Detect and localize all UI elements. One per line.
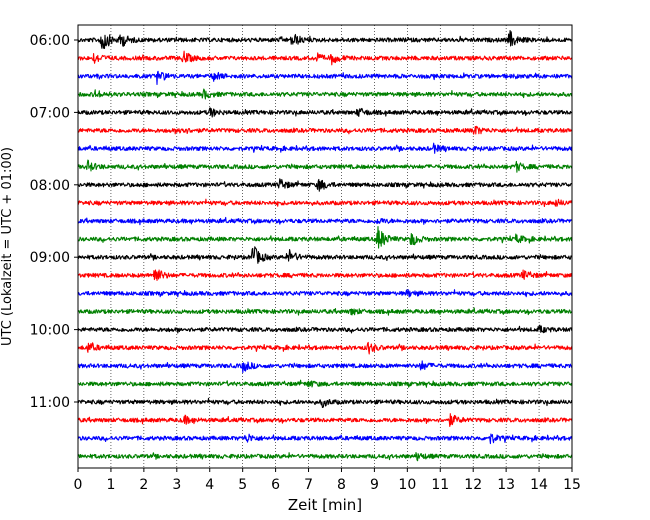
x-tick-label: 13 (497, 477, 515, 493)
x-tick-label: 10 (398, 477, 416, 493)
seismogram-trace (77, 226, 573, 249)
x-tick-label: 5 (238, 477, 247, 493)
seismogram-trace (77, 198, 573, 208)
seismogram-trace (77, 397, 573, 408)
seismogram-trace (77, 413, 573, 427)
y-tick-label: 07:00 (30, 105, 70, 121)
seismogram-trace (77, 246, 573, 264)
seismogram-trace (77, 289, 573, 298)
y-tick-label: 08:00 (30, 178, 70, 194)
seismogram-trace (77, 107, 573, 118)
seismogram-trace (77, 379, 573, 388)
seismogram-trace (77, 159, 573, 173)
seismogram-trace (77, 451, 573, 462)
seismogram-trace (77, 50, 573, 66)
trace-layer (77, 30, 573, 462)
plot-frame (77, 24, 573, 469)
seismogram-trace (77, 216, 573, 226)
x-tick-label: 11 (431, 477, 449, 493)
x-tick-label: 8 (337, 477, 346, 493)
x-tick-label: 9 (370, 477, 379, 493)
x-axis-ticks: 0 1 2 3 4 5 6 7 8 9 10 11 12 13 14 15 (74, 468, 581, 493)
x-tick-label: 1 (106, 477, 115, 493)
x-tick-label: 0 (74, 477, 83, 493)
y-tick-label: 10:00 (30, 323, 70, 339)
y-tick-label: 11:00 (30, 395, 70, 411)
seismogram-trace (77, 178, 573, 192)
x-axis-title: Zeit [min] (288, 496, 362, 514)
seismogram-trace (77, 324, 573, 334)
seismogram-trace (77, 341, 573, 355)
x-tick-label: 14 (530, 477, 548, 493)
seismogram-trace (77, 30, 573, 50)
y-axis-ticks: 06:00 07:00 08:00 09:00 10:00 11:00 (30, 33, 78, 411)
grid-lines (110, 25, 540, 468)
x-tick-label: 6 (271, 477, 280, 493)
x-tick-label: 2 (139, 477, 148, 493)
x-tick-label: 12 (464, 477, 482, 493)
y-tick-label: 09:00 (30, 250, 70, 266)
y-axis-title: UTC (Lokalzeit = UTC + 01:00) (0, 147, 15, 346)
seismogram-trace (77, 360, 573, 374)
x-tick-label: 4 (205, 477, 214, 493)
seismogram-trace (77, 269, 573, 281)
x-tick-label: 3 (172, 477, 181, 493)
y-tick-label: 06:00 (30, 33, 70, 49)
seismogram-trace (77, 307, 573, 316)
x-tick-label: 7 (304, 477, 313, 493)
seismogram-trace (77, 70, 573, 86)
seismogram-trace (77, 88, 573, 100)
x-tick-label: 15 (563, 477, 581, 493)
seismogram-trace (77, 125, 573, 135)
seismogram-trace (77, 433, 573, 445)
seismogram-trace (77, 142, 573, 154)
